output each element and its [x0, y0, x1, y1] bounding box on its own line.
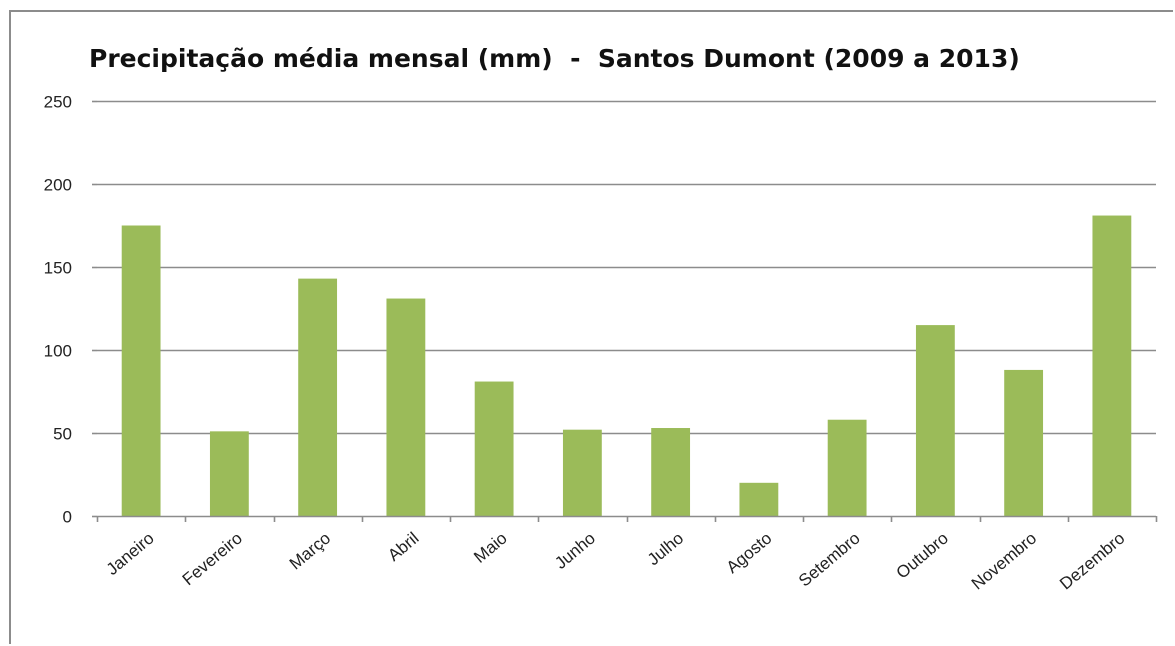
x-tick-label: Março: [286, 529, 334, 574]
x-tick-label: Dezembro: [1056, 529, 1128, 594]
bar-novembro: [1004, 369, 1044, 516]
chart-title: Precipitação média mensal (mm) - Santos …: [89, 44, 1020, 73]
x-tick-label: Outubro: [893, 529, 952, 583]
y-tick-label: 100: [44, 342, 72, 361]
x-tick-label: Setembro: [795, 529, 864, 591]
x-tick-label: Maio: [470, 529, 510, 567]
x-tick-label: Junho: [551, 529, 599, 573]
bar-fevereiro: [209, 431, 249, 516]
y-tick-label: 250: [44, 93, 72, 112]
bar-março: [298, 278, 338, 516]
y-tick-label: 200: [44, 176, 72, 195]
x-tick-label: Janeiro: [103, 529, 158, 579]
x-axis: [96, 515, 1158, 522]
bar-dezembro: [1092, 215, 1132, 517]
bar-agosto: [739, 482, 779, 516]
x-tick-label: Julho: [644, 529, 687, 570]
bar-junho: [562, 429, 602, 516]
y-axis-ticks: 0 50 100 150 200 250: [44, 93, 97, 527]
bar-abril: [386, 298, 426, 516]
bar-maio: [474, 381, 514, 516]
x-tick-label: Fevereiro: [179, 529, 246, 590]
bars: [121, 215, 1132, 517]
x-tick-label: Abril: [384, 529, 422, 565]
bar-outubro: [915, 325, 955, 516]
gridlines: [97, 100, 1156, 435]
bar-janeiro: [121, 225, 161, 516]
y-tick-label: 50: [53, 425, 72, 444]
bar-julho: [651, 428, 691, 516]
x-axis-labels: Janeiro Fevereiro Março Abril Maio Junho Julho…: [103, 529, 1129, 594]
y-tick-label: 0: [63, 508, 72, 527]
x-tick-label: Agosto: [723, 529, 776, 578]
chart-frame: [9, 10, 1173, 644]
y-tick-label: 150: [44, 259, 72, 278]
bar-setembro: [827, 419, 867, 516]
x-tick-label: Novembro: [968, 529, 1040, 594]
